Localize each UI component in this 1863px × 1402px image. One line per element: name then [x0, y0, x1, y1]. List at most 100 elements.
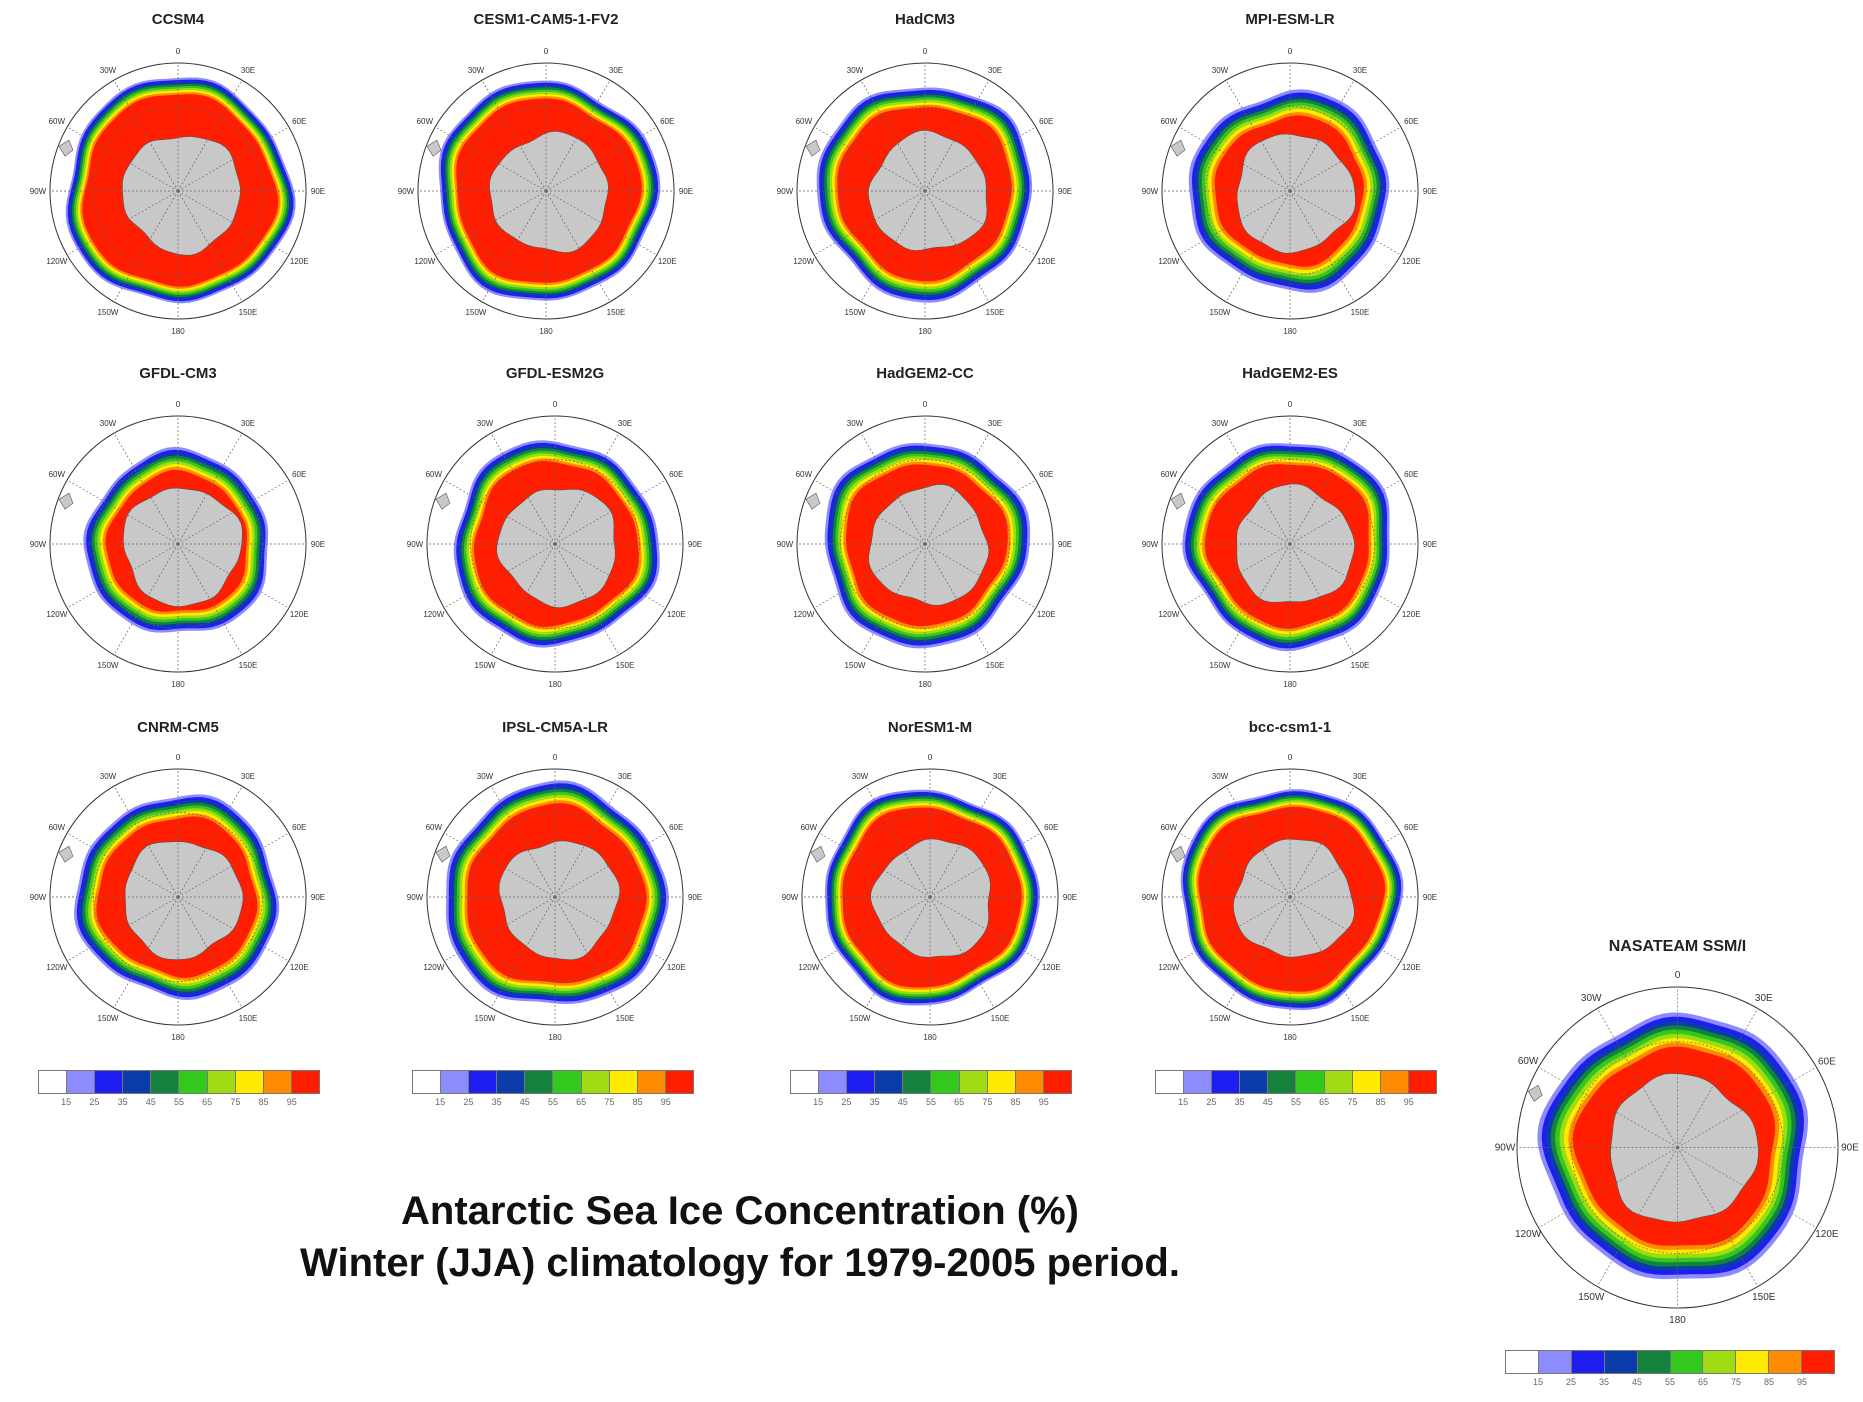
longitude-label: 120E [1815, 1229, 1839, 1240]
polar-map: 0 30E 60E 90E 120E 150E 180 150W 120W 90W 60W 30W [407, 400, 702, 689]
longitude-label: 120W [793, 610, 814, 619]
colorbar-swatch [235, 1071, 264, 1093]
longitude-label: 30E [993, 772, 1007, 781]
meridian-line [1289, 432, 1355, 545]
longitude-label: 30W [468, 66, 485, 75]
longitude-label: 90E [1058, 187, 1072, 196]
map-panel: bcc-csm1-1 0 30E 60E 90E 120E 150E 180 150W 120W… [1140, 715, 1440, 1060]
meridian-line [443, 896, 556, 962]
colorbar-tick-label: 85 [632, 1097, 643, 1107]
longitude-label: 30W [100, 772, 117, 781]
meridian-line [860, 432, 926, 545]
meridian-line [1178, 543, 1291, 609]
longitude-label: 60E [669, 823, 683, 832]
longitude-label: 150W [1210, 1014, 1231, 1023]
polar-map: 0 30E 60E 90E 120E 150E 180 150W 120W 90W 60W 30W [1142, 753, 1437, 1042]
polar-map: 0 30E 60E 90E 120E 150E 180 150W 120W 90W 60W 30W [407, 753, 702, 1042]
longitude-label: 30W [1581, 993, 1602, 1004]
longitude-label: 120E [1037, 257, 1056, 266]
meridian-line [66, 543, 179, 609]
colorbar-swatch [1637, 1351, 1671, 1373]
polar-map: 0 30E 60E 90E 120E 150E 180 150W 120W 90W 60W 30W [777, 47, 1072, 336]
colorbar-swatches [412, 1070, 694, 1094]
longitude-label: 180 [918, 327, 932, 336]
meridian-line [545, 79, 611, 192]
colorbar-tick-label: 75 [604, 1097, 615, 1107]
meridian-line [177, 479, 290, 545]
colorbar-tick-label: 75 [230, 1097, 241, 1107]
longitude-label: 30E [241, 419, 255, 428]
map-panel: CESM1-CAM5-1-FV2 0 30E 60E 90E 120E 150E 180 15… [396, 5, 696, 350]
figure-title: Antarctic Sea Ice Concentration (%) Wint… [140, 1185, 1340, 1289]
longitude-label: 150E [616, 661, 635, 670]
meridian-line [1289, 479, 1402, 545]
colorbar-swatches [790, 1070, 1072, 1094]
longitude-label: 120E [290, 963, 309, 972]
colorbar-swatch [1802, 1351, 1835, 1373]
longitude-label: 120W [46, 963, 67, 972]
meridian-line [443, 543, 556, 609]
meridian-line [1225, 543, 1291, 656]
colorbar-tick-label: 35 [869, 1097, 880, 1107]
colorbar-tick-label: 55 [925, 1097, 937, 1107]
colorbar-ticks: 15 25 35 45 55 65 75 85 95 [38, 1097, 320, 1111]
colorbar-swatch [263, 1071, 292, 1093]
south-america-tip [435, 845, 451, 863]
meridian-line [177, 190, 243, 303]
colorbar-tick-label: 45 [897, 1097, 908, 1107]
polar-map: 0 30E 60E 90E 120E 150E 180 150W 120W 90W 60W 30W [398, 47, 693, 336]
meridian-line [1178, 479, 1291, 545]
longitude-label: 60E [292, 470, 306, 479]
map-panel: CCSM4 0 30E 60E 90E 120E 150E 180 150W 120W 90W 60… [28, 5, 328, 350]
longitude-label: 90W [1142, 540, 1159, 549]
longitude-label: 60E [660, 117, 674, 126]
panel-title: IPSL-CM5A-LR [502, 719, 608, 736]
colorbar-swatches [1155, 1070, 1437, 1094]
colorbar-tick-label: 45 [145, 1097, 156, 1107]
longitude-label: 30E [241, 772, 255, 781]
meridian-line [929, 896, 995, 1009]
meridian-line [490, 543, 556, 656]
longitude-label: 90W [30, 187, 47, 196]
longitude-label: 30W [847, 419, 864, 428]
meridian-line [554, 432, 620, 545]
panel-title: HadCM3 [894, 11, 955, 28]
meridian-line [924, 543, 990, 656]
colorbar-tick-label: 75 [982, 1097, 993, 1107]
longitude-label: 30W [477, 772, 494, 781]
longitude-label: 120E [667, 963, 686, 972]
colorbar-tick-label: 15 [813, 1097, 824, 1107]
colorbar-tick-label: 45 [1262, 1097, 1273, 1107]
south-america-tip [58, 492, 74, 510]
colorbar-swatch [291, 1071, 319, 1093]
antarctica-landmass [496, 488, 616, 608]
longitude-label: 150W [845, 661, 866, 670]
longitude-label: 60W [49, 117, 66, 126]
longitude-label: 180 [918, 680, 932, 689]
longitude-label: 90W [1142, 893, 1159, 902]
antarctica-landmass [124, 841, 244, 960]
longitude-label: 60W [426, 823, 443, 832]
colorbar-tick-label: 15 [1178, 1097, 1189, 1107]
colorbar-swatch [1380, 1071, 1409, 1093]
longitude-label: 120W [793, 257, 814, 266]
colorbar-swatch [1408, 1071, 1436, 1093]
longitude-label: 180 [548, 1033, 562, 1042]
longitude-label: 120E [1037, 610, 1056, 619]
figure-title-line-2: Winter (JJA) climatology for 1979-2005 p… [300, 1241, 1180, 1285]
colorbar-tick-label: 95 [286, 1097, 297, 1107]
meridian-line [177, 190, 290, 256]
colorbar-tick-label: 65 [202, 1097, 213, 1107]
longitude-label: 150W [475, 661, 496, 670]
meridian-line [929, 896, 1042, 962]
colorbar: 15 25 35 45 55 65 75 85 95 [412, 1070, 694, 1111]
longitude-label: 90W [782, 893, 799, 902]
longitude-label: 0 [1675, 970, 1681, 981]
meridian-line [554, 832, 667, 898]
meridian-line [1225, 190, 1291, 303]
longitude-label: 120W [46, 610, 67, 619]
panel-title: HadGEM2-ES [1242, 365, 1338, 382]
meridian-line [1225, 432, 1291, 545]
longitude-label: 0 [923, 400, 928, 409]
longitude-label: 150W [98, 308, 119, 317]
